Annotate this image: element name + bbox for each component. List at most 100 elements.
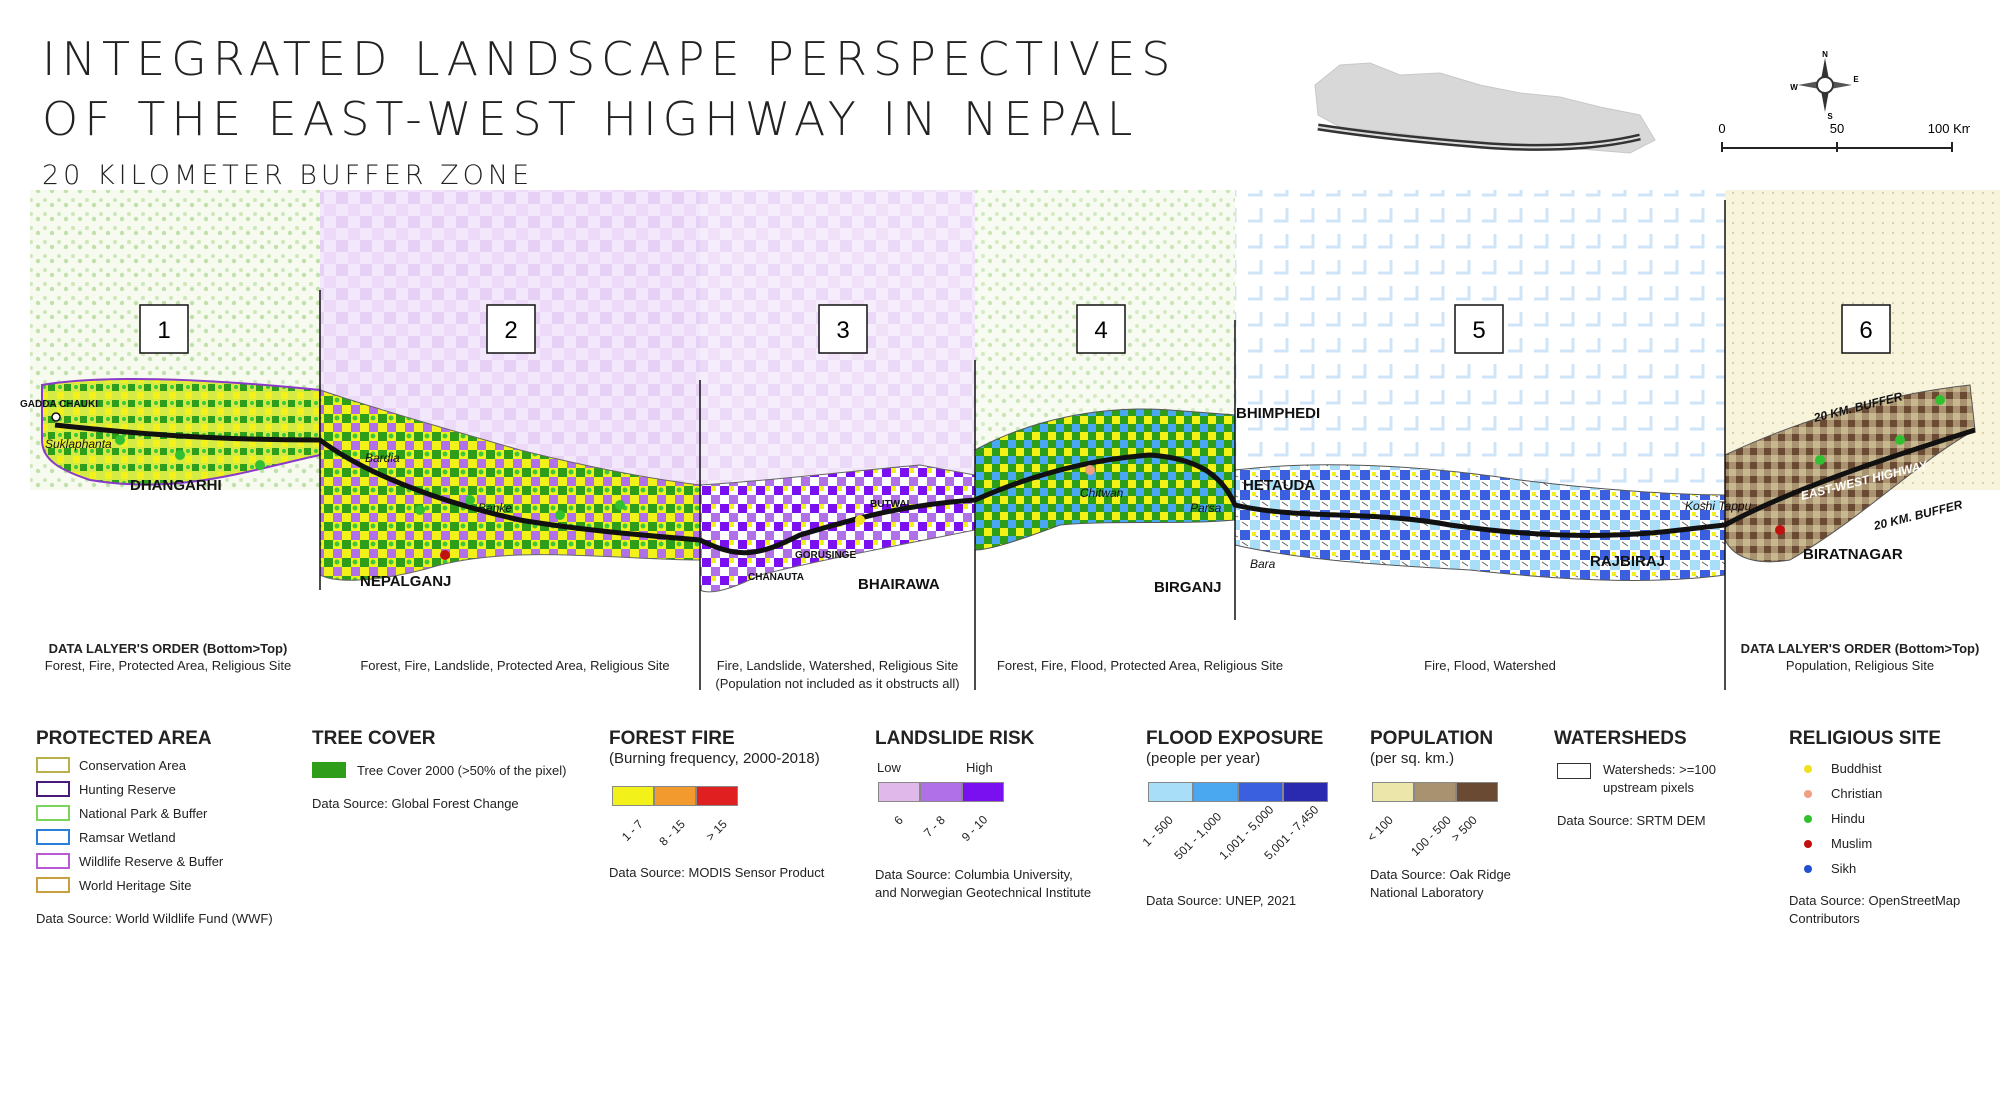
legend-conservation-area: Conservation Area bbox=[79, 758, 186, 773]
compass-w: W bbox=[1790, 83, 1798, 92]
segment-number-4: 4 bbox=[1094, 317, 1107, 344]
title-line-2: OF THE EAST-WEST HIGHWAY IN NEPAL bbox=[42, 92, 1139, 146]
dot-christian bbox=[1804, 790, 1812, 798]
legend-watershed-line1: Watersheds: >=100 bbox=[1603, 762, 1716, 777]
compass-n: N bbox=[1822, 50, 1828, 59]
swatch-tree-cover bbox=[312, 762, 346, 778]
scale-label-100: 100 Km. bbox=[1928, 121, 1970, 136]
compass-rose: N E S W bbox=[1790, 50, 1859, 120]
legend-wildlife-reserve: Wildlife Reserve & Buffer bbox=[79, 854, 224, 869]
legend-landslide-title: LANDSLIDE RISK bbox=[875, 728, 1035, 749]
legend-flood-subtitle: (people per year) bbox=[1146, 750, 1261, 767]
dot-sikh bbox=[1804, 865, 1812, 873]
swatch-hunting-reserve bbox=[36, 781, 70, 797]
legend-ramsar-wetland: Ramsar Wetland bbox=[79, 830, 176, 845]
segment-number-6: 6 bbox=[1859, 317, 1872, 344]
swatch-watershed bbox=[1557, 763, 1591, 779]
source-population: Data Source: Oak Ridge National Laborato… bbox=[1370, 866, 1511, 902]
swatch-flood-1 bbox=[1148, 782, 1193, 802]
legend-forest-fire-subtitle: (Burning frequency, 2000-2018) bbox=[609, 750, 820, 767]
swatch-fire-2 bbox=[654, 786, 696, 806]
dot-muslim bbox=[1804, 840, 1812, 848]
subtitle: 20 KILOMETER BUFFER ZONE bbox=[42, 160, 534, 191]
source-religious: Data Source: OpenStreetMap Contributors bbox=[1789, 892, 1960, 928]
label-gadda-chauki: GADDA CHAUKI bbox=[20, 399, 98, 410]
legend-forest-fire-title: FOREST FIRE bbox=[609, 728, 735, 749]
source-forest-fire: Data Source: MODIS Sensor Product bbox=[609, 865, 825, 880]
source-protected-area: Data Source: World Wildlife Fund (WWF) bbox=[36, 911, 273, 926]
swatch-national-park bbox=[36, 805, 70, 821]
swatch-conservation-area bbox=[36, 757, 70, 773]
legend-population-title: POPULATION bbox=[1370, 728, 1494, 749]
compass-e: E bbox=[1853, 75, 1859, 84]
highway-line bbox=[54, 422, 1976, 556]
caption-seg2: Forest, Fire, Landslide, Protected Area,… bbox=[360, 658, 670, 673]
legend-tree-cover: Tree Cover 2000 (>50% of the pixel) bbox=[357, 763, 567, 778]
swatch-pop-2 bbox=[1414, 782, 1456, 802]
swatch-world-heritage bbox=[36, 877, 70, 893]
legend-watershed-line2: upstream pixels bbox=[1603, 780, 1695, 795]
label-fire-3: > 15 bbox=[703, 817, 730, 844]
source-flood: Data Source: UNEP, 2021 bbox=[1146, 893, 1297, 908]
legend-landslide-low: Low bbox=[877, 760, 901, 775]
swatch-flood-3 bbox=[1238, 782, 1283, 802]
source-religious-line2: Contributors bbox=[1789, 911, 1860, 926]
swatch-fire-3 bbox=[696, 786, 738, 806]
layer-order-right-text: Population, Religious Site bbox=[1785, 658, 1935, 673]
swatch-flood-2 bbox=[1193, 782, 1238, 802]
label-chanauta: CHANAUTA bbox=[748, 572, 804, 583]
label-buffer-bottom: 20 KM. BUFFER bbox=[1871, 497, 1964, 533]
swatch-landslide-2 bbox=[920, 782, 962, 802]
source-tree-cover: Data Source: Global Forest Change bbox=[312, 796, 519, 811]
swatch-pop-3 bbox=[1456, 782, 1498, 802]
buffer-seg4 bbox=[974, 408, 1236, 551]
scale-label-50: 50 bbox=[1830, 121, 1844, 136]
label-suklaphanta: Suklaphanta bbox=[45, 437, 112, 451]
legend-watershed-item: Watersheds: >=100 upstream pixels bbox=[1603, 761, 1716, 797]
dot-hindu bbox=[1804, 815, 1812, 823]
legend-muslim: Muslim bbox=[1831, 836, 1873, 851]
label-gorusinge: GORUSINGE bbox=[795, 550, 856, 561]
buffer-seg1 bbox=[41, 377, 321, 486]
label-bara: Bara bbox=[1250, 557, 1276, 571]
label-parsa: Parsa bbox=[1190, 501, 1222, 515]
label-flood-4: 5,001 - 7,450 bbox=[1261, 802, 1322, 863]
source-watersheds: Data Source: SRTM DEM bbox=[1557, 813, 1706, 828]
swatch-pop-1 bbox=[1372, 782, 1414, 802]
label-flood-2: 501 - 1,000 bbox=[1171, 809, 1225, 863]
label-landslide-2: 7 - 8 bbox=[921, 813, 948, 840]
title-line-1: INTEGRATED LANDSCAPE PERSPECTIVES bbox=[42, 32, 1177, 86]
source-population-line1: Data Source: Oak Ridge bbox=[1370, 867, 1511, 882]
swatch-flood-4 bbox=[1283, 782, 1328, 802]
caption-seg5: Fire, Flood, Watershed bbox=[1424, 658, 1556, 673]
legend-sikh: Sikh bbox=[1831, 861, 1857, 876]
segment-number-1: 1 bbox=[157, 317, 170, 344]
swatch-wildlife-reserve bbox=[36, 853, 70, 869]
religious-dots bbox=[115, 395, 1945, 560]
label-flood-3: 1,001 - 5,000 bbox=[1216, 802, 1277, 863]
label-chitwan: Chitwan bbox=[1080, 486, 1124, 500]
source-landslide-line2: and Norwegian Geotechnical Institute bbox=[875, 885, 1092, 900]
legend-protected-area-title: PROTECTED AREA bbox=[36, 728, 212, 749]
legend-flood-title: FLOOD EXPOSURE bbox=[1146, 728, 1324, 749]
layer-order-right: DATA LALYER'S ORDER (Bottom>Top) Populat… bbox=[1730, 640, 1990, 674]
label-bhairawa: BHAIRAWA bbox=[858, 576, 940, 593]
inset-map bbox=[1314, 62, 1656, 154]
label-fire-2: 8 - 15 bbox=[656, 817, 688, 849]
caption-seg4: Forest, Fire, Flood, Protected Area, Rel… bbox=[996, 658, 1284, 673]
segment-number-3: 3 bbox=[836, 317, 849, 344]
legend-population-subtitle: (per sq. km.) bbox=[1370, 750, 1455, 767]
legend-national-park: National Park & Buffer bbox=[79, 806, 208, 821]
source-landslide: Data Source: Columbia University, and No… bbox=[875, 866, 1091, 902]
source-religious-line1: Data Source: OpenStreetMap bbox=[1789, 893, 1961, 908]
dot-buddhist bbox=[1804, 765, 1812, 773]
legend-tree-cover-title: TREE COVER bbox=[312, 728, 436, 749]
label-pop-1: < 100 bbox=[1364, 813, 1396, 845]
caption-seg3-line1: Fire, Landslide, Watershed, Religious Si… bbox=[716, 658, 959, 673]
label-rajbiraj: RAJBIRAJ bbox=[1590, 553, 1665, 570]
swatch-ramsar-wetland bbox=[36, 829, 70, 845]
compass-s: S bbox=[1827, 112, 1833, 120]
label-nepalganj: NEPALGANJ bbox=[360, 573, 451, 590]
legend-hindu: Hindu bbox=[1831, 811, 1865, 826]
swatch-landslide-1 bbox=[878, 782, 920, 802]
